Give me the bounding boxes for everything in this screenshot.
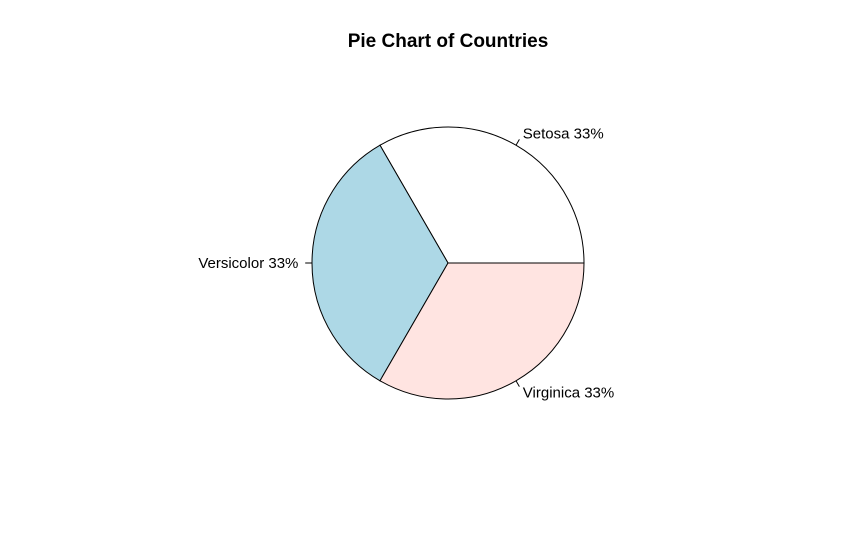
slice-label-virginica: Virginica 33% [523, 385, 614, 402]
slice-label-versicolor: Versicolor 33% [198, 255, 298, 272]
leader-line-setosa [515, 139, 520, 146]
slice-label-setosa: Setosa 33% [523, 125, 604, 142]
pie-slice-setosa [379, 126, 585, 264]
chart-title: Pie Chart of Countries [348, 31, 549, 52]
leader-line-virginica [515, 380, 520, 387]
pie-slice-versicolor [311, 144, 449, 382]
pie-slice-virginica [379, 262, 585, 400]
pie-slices [311, 126, 585, 400]
pie-labels: Setosa 33% Versicolor 33% Virginica 33% [198, 125, 614, 401]
